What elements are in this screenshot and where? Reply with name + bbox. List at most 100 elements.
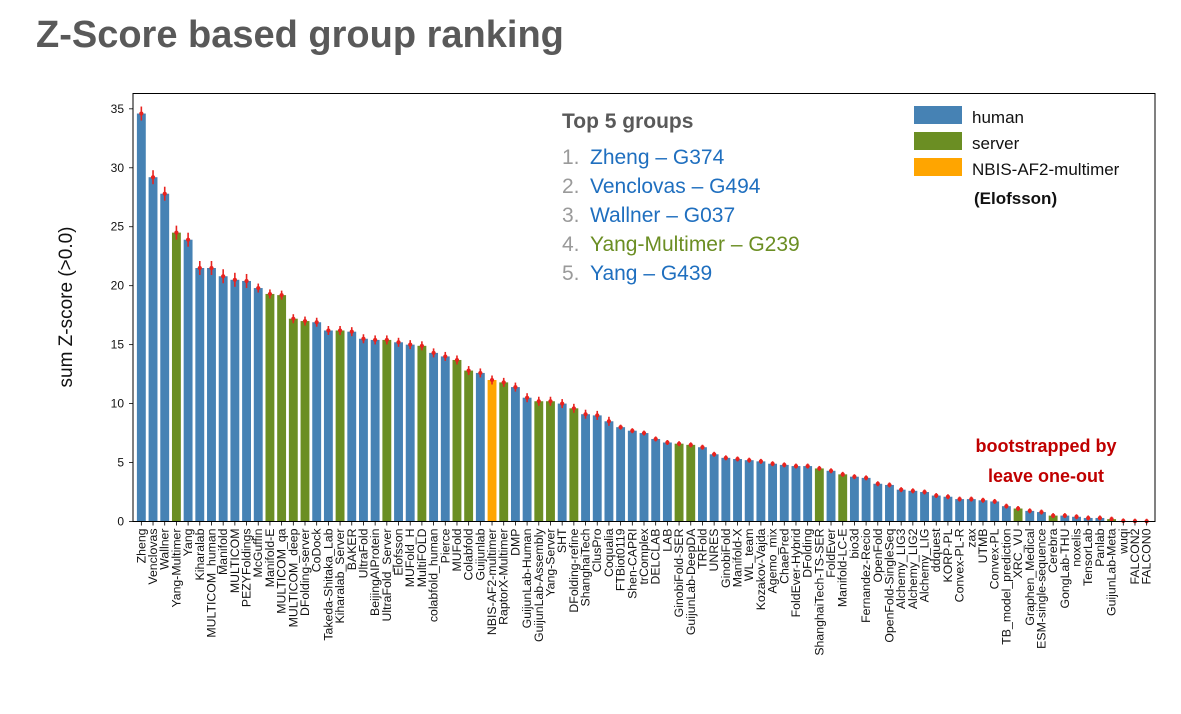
error-point-zheng: [139, 111, 144, 116]
bootstrap-line-2: leave one-out: [988, 466, 1104, 486]
bar-cluspro: [592, 415, 602, 522]
error-point-convex-pl-r: [957, 497, 962, 502]
bar-foldever-hybrid: [791, 466, 801, 522]
error-point-pezyfoldings: [244, 278, 249, 284]
bar-colabfold-human: [429, 352, 439, 522]
x-tick-label-dfolding-refine: DFolding-refine: [567, 528, 581, 612]
x-tick-label-trfold: TRFold: [695, 528, 709, 568]
x-tick-label-ftbiot0119: FTBiot0119: [614, 528, 628, 591]
bar-utmb: [978, 500, 988, 522]
bar-trcomplex: [639, 433, 649, 522]
error-point-unres: [712, 452, 717, 457]
error-point-fernandez-recio: [864, 475, 869, 480]
bar-multifold: [417, 345, 427, 522]
x-tick-label-yang: Yang: [181, 528, 195, 556]
error-point-alchemy-lig3: [899, 487, 904, 492]
x-tick-label-kiharalab-server: Kiharalab_Server: [333, 529, 347, 624]
error-point-agemo-mix: [770, 461, 775, 466]
top5-rank-5: 5.: [562, 262, 580, 285]
x-tick-label-graphen-medical: Graphen_Medical: [1023, 529, 1037, 626]
bar-gonglab-thu: [1060, 515, 1070, 522]
error-point-elofsson: [396, 340, 401, 345]
y-tick-label-25: 25: [111, 220, 125, 234]
x-tick-label-trcomplex: trComplex: [637, 528, 651, 585]
x-tick-label-dfolding-server: DFolding-server: [298, 529, 312, 616]
bar-baker: [347, 331, 357, 522]
x-tick-label-convex-pl-r: Convex-PL-R: [953, 528, 967, 602]
bar-shanghaitech-ts-ser: [814, 468, 824, 522]
bar-alchemy-lig3: [896, 489, 906, 522]
bar-zheng: [136, 113, 146, 522]
y-tick-label-15: 15: [111, 338, 125, 352]
error-point-dfolding: [805, 463, 810, 469]
error-point-sht: [560, 401, 565, 406]
error-point-shanghaitech: [583, 412, 588, 417]
bar-dfolding-server: [300, 321, 310, 522]
x-tick-label-yang-multimer: Yang-Multimer: [169, 529, 183, 608]
error-point-ultrafold: [361, 336, 366, 341]
bar-multicom-human: [207, 268, 216, 522]
x-tick-label-panlab: Panlab: [1093, 528, 1107, 566]
error-point-nbis-af2-multimer: [489, 377, 495, 383]
x-tick-label-shen-capri: Shen-CAPRI: [625, 529, 639, 599]
bar-chaepred: [779, 464, 789, 522]
error-point-yang: [186, 237, 191, 242]
x-tick-label-wallner: Wallner: [158, 529, 172, 570]
bar-colabfold: [464, 370, 474, 522]
error-point-ginobifold-ser: [676, 441, 682, 446]
x-tick-label-openfold: OpenFold: [871, 528, 885, 582]
x-tick-label-wl-team: WL_team: [742, 529, 756, 582]
bar-mufold-h: [405, 344, 415, 522]
error-point-colabfold-human: [431, 350, 436, 355]
error-point-colabfold: [466, 368, 471, 373]
error-point-multicom: [232, 277, 237, 282]
top5-group-5: Yang – G439: [590, 262, 712, 285]
bar-multicom-deep: [288, 318, 298, 522]
x-tick-label-dmp: DMP: [508, 529, 522, 556]
bar-wl-team: [744, 460, 754, 522]
error-point-esm-single-sequence: [1039, 509, 1044, 515]
error-point-trcomplex: [641, 430, 647, 436]
bar-raptorx-multimer: [499, 382, 509, 522]
bar-delclab: [651, 438, 661, 522]
x-tick-label-guijunlab: Guijunlab: [473, 528, 487, 580]
error-point-noxelis: [1074, 514, 1079, 519]
x-tick-label-guijunlab-human: GuijunLab-Human: [520, 528, 534, 628]
x-tick-label-multicom-qa: MULTICOM_qa: [275, 528, 289, 613]
legend-swatch-human: [914, 106, 962, 124]
x-tick-label-colabfold: Colabfold: [462, 528, 476, 580]
x-tick-label-cluspro: ClusPro: [590, 528, 604, 572]
x-tick-label-guijunlab-meta: GuijunLab-Meta: [1105, 528, 1119, 616]
bar-esm-single-sequence: [1037, 512, 1046, 522]
error-point-yang-server: [548, 399, 553, 404]
error-point-kiharalab-server: [337, 328, 343, 333]
x-tick-label-shanghaitech: ShanghaiTech: [579, 528, 593, 606]
bar-xrc-vu: [1013, 508, 1023, 522]
error-point-shen-capri: [630, 428, 635, 433]
bar-pierce: [440, 356, 450, 522]
bar-cerebra: [1048, 515, 1058, 522]
error-point-manifold-lc-e: [840, 472, 845, 477]
x-tick-label-colabfold-human: colabfold_human: [427, 528, 441, 622]
bar-kiharalab: [195, 268, 205, 522]
y-tick-label-0: 0: [117, 515, 124, 529]
error-point-guijunlab-deepda: [688, 442, 693, 447]
x-tick-label-multicom-deep: MULTICOM_deep: [286, 528, 300, 627]
bar-yang-multimer: [171, 232, 181, 522]
x-tick-label-ultrafold-server: UltraFold_Server: [380, 529, 394, 622]
bar-dfolding-refine: [569, 408, 579, 522]
top5-group-4: Yang-Multimer – G239: [590, 233, 800, 256]
bar-ginobifold: [721, 457, 731, 522]
error-point-kiharalab: [197, 265, 202, 271]
error-point-takeda-shitaka-lab: [326, 328, 331, 333]
error-point-manifold-e: [267, 291, 273, 297]
x-tick-label-shanghaitech-ts-ser: ShanghaiTech-TS-SER: [812, 528, 826, 655]
bar-ddquest: [931, 495, 941, 522]
error-point-alchemy-lig: [922, 489, 927, 495]
bar-unres: [709, 454, 719, 522]
x-tick-label-pezyfoldings: PEZYFoldings: [240, 529, 254, 608]
x-tick-label-manifold-lc-e: Manifold-LC-E: [836, 529, 850, 608]
legend-note: (Elofsson): [974, 189, 1057, 208]
x-tick-label-yang-server: Yang-Server: [543, 529, 557, 597]
